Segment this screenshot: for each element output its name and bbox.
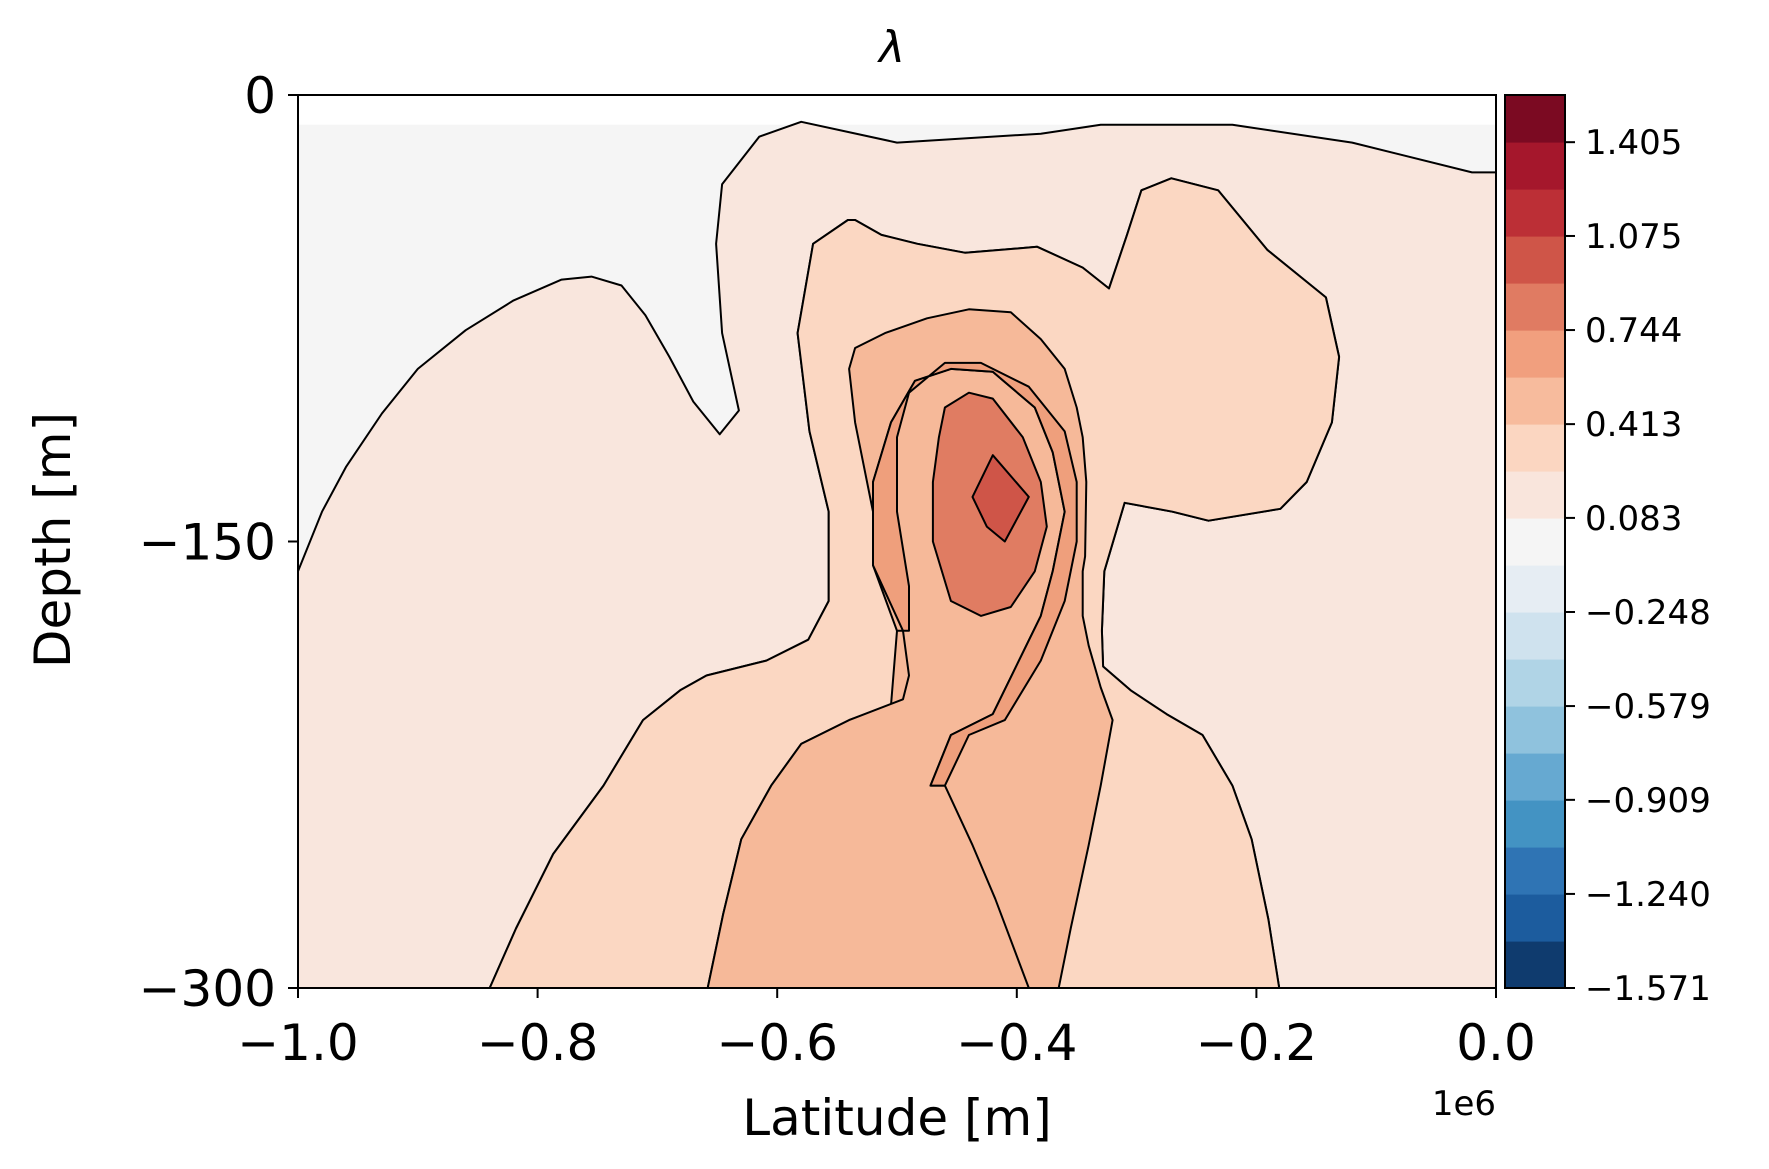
- colorbar-band: [1505, 894, 1565, 942]
- x-tick-label: −0.2: [1196, 1014, 1317, 1072]
- x-tick-label: 0.0: [1456, 1014, 1536, 1072]
- colorbar: −1.571 −1.240 −0.909 −0.579 −0.248 0.083 0.413…: [1504, 94, 1711, 1009]
- x-tick-label: −1.0: [237, 1014, 358, 1072]
- y-tick-label: −150: [139, 514, 276, 572]
- colorbar-band: [1505, 800, 1565, 848]
- y-axis-label: Depth [m]: [24, 412, 82, 668]
- x-tick-label: −0.6: [716, 1014, 837, 1072]
- colorbar-band: [1505, 659, 1565, 707]
- colorbar-band: [1505, 95, 1565, 143]
- colorbar-band: [1505, 847, 1565, 895]
- colorbar-band: [1505, 283, 1565, 331]
- colorbar-tick-label: −0.579: [1585, 687, 1711, 727]
- colorbar-band: [1505, 471, 1565, 519]
- colorbar-tick-label: −1.240: [1585, 875, 1711, 915]
- colorbar-tick-label: 0.413: [1585, 405, 1682, 445]
- colorbar-tick-label: −1.571: [1585, 969, 1711, 1009]
- colorbar-tick-label: −0.909: [1585, 781, 1711, 821]
- y-tick-label: −300: [139, 960, 276, 1018]
- chart-title: λ: [877, 22, 905, 73]
- colorbar-band: [1505, 142, 1565, 190]
- colorbar-band: [1505, 565, 1565, 613]
- colorbar-band: [1505, 518, 1565, 566]
- colorbar-band: [1505, 377, 1565, 425]
- x-axis-offset-label: 1e6: [1432, 1084, 1496, 1124]
- colorbar-band: [1505, 236, 1565, 284]
- colorbar-tick-label: 1.405: [1585, 123, 1682, 163]
- colorbar-band: [1505, 706, 1565, 754]
- x-tick-label: −0.8: [477, 1014, 598, 1072]
- colorbar-band: [1505, 941, 1565, 989]
- colorbar-tick-label: −0.248: [1585, 593, 1711, 633]
- colorbar-tick-label: 0.744: [1585, 311, 1682, 351]
- colorbar-band: [1505, 424, 1565, 472]
- y-axis-ticks: 0 −150 −300: [139, 67, 298, 1018]
- contour-level_4: [872, 361, 1078, 787]
- contour-fills: [298, 95, 1496, 988]
- y-tick-label: 0: [244, 67, 276, 125]
- x-axis-ticks: −1.0 −0.8 −0.6 −0.4 −0.2 0.0: [237, 988, 1536, 1072]
- x-axis-label: Latitude [m]: [742, 1089, 1051, 1147]
- colorbar-tick-label: 0.083: [1585, 499, 1682, 539]
- colorbar-tick-label: 1.075: [1585, 217, 1682, 257]
- contour-level_6: [971, 454, 1030, 543]
- colorbar-band: [1505, 330, 1565, 378]
- colorbar-frame: [1504, 94, 1566, 989]
- colorbar-band: [1505, 189, 1565, 237]
- x-tick-label: −0.4: [956, 1014, 1077, 1072]
- colorbar-band: [1505, 753, 1565, 801]
- colorbar-band: [1505, 612, 1565, 660]
